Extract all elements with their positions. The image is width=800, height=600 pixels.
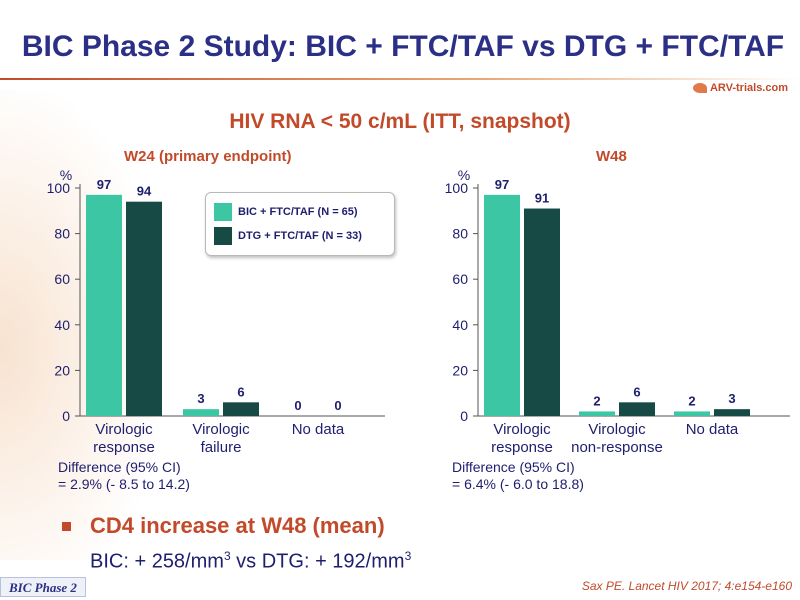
x-category-label: No data xyxy=(686,421,739,438)
bar-value-label: 97 xyxy=(495,177,509,192)
bar-value-label: 6 xyxy=(237,384,244,399)
logo-text: ARV-trials.com xyxy=(709,82,788,94)
bar xyxy=(126,201,162,416)
bar-value-label: 0 xyxy=(294,398,301,413)
legend-label-bic: BIC + FTC/TAF (N = 65) xyxy=(238,206,358,218)
legend-swatch-bic xyxy=(214,203,232,221)
slide-title: BIC Phase 2 Study: BIC + FTC/TAF vs DTG … xyxy=(21,30,785,63)
bullet-square-icon xyxy=(62,522,71,531)
bar xyxy=(524,208,560,416)
bar xyxy=(619,402,655,416)
legend-item-bic: BIC + FTC/TAF (N = 65) xyxy=(214,200,386,224)
title-divider xyxy=(0,78,800,80)
x-category-label: No data xyxy=(292,421,345,438)
bar xyxy=(674,411,710,416)
x-category-label: Virologic xyxy=(192,421,250,438)
x-category-label: failure xyxy=(201,439,242,456)
legend-label-dtg: DTG + FTC/TAF (N = 33) xyxy=(238,230,362,242)
legend-item-dtg: DTG + FTC/TAF (N = 33) xyxy=(214,224,386,248)
bar xyxy=(183,409,219,416)
bar-value-label: 2 xyxy=(688,393,695,408)
x-category-label: response xyxy=(491,439,553,456)
y-tick-label: 60 xyxy=(452,271,468,287)
w24-difference-label: Difference (95% CI) xyxy=(58,459,181,475)
bar-value-label: 3 xyxy=(197,391,204,406)
y-tick-label: 20 xyxy=(54,362,70,378)
w48-difference-label: Difference (95% CI) xyxy=(452,459,575,475)
bar-value-label: 2 xyxy=(593,393,600,408)
y-tick-label: 0 xyxy=(62,408,70,424)
y-tick-label: 0 xyxy=(460,408,468,424)
y-tick-label: 100 xyxy=(47,180,71,196)
y-axis-label: % xyxy=(60,167,72,183)
x-category-label: Virologic xyxy=(95,421,153,438)
cd4-heading: CD4 increase at W48 (mean) xyxy=(90,513,385,538)
y-tick-label: 20 xyxy=(452,362,468,378)
w48-panel-title: W48 xyxy=(596,148,627,165)
bar-value-label: 3 xyxy=(728,391,735,406)
bar xyxy=(223,402,259,416)
arv-trials-logo: ARV-trials.com xyxy=(692,82,788,94)
y-tick-label: 60 xyxy=(54,271,70,287)
bar xyxy=(86,194,122,416)
y-tick-label: 100 xyxy=(445,180,469,196)
y-tick-label: 40 xyxy=(452,317,468,333)
y-tick-label: 40 xyxy=(54,317,70,333)
y-tick-label: 80 xyxy=(452,226,468,242)
y-tick-label: 80 xyxy=(54,226,70,242)
x-category-label: non-response xyxy=(571,439,663,456)
bar-value-label: 97 xyxy=(97,177,111,192)
w48-difference-note: Difference (95% CI) = 6.4% (- 6.0 to 18.… xyxy=(452,459,584,493)
bar-value-label: 0 xyxy=(334,398,341,413)
w48-difference-value: = 6.4% (- 6.0 to 18.8) xyxy=(452,476,584,492)
chart-subtitle: HIV RNA < 50 c/mL (ITT, snapshot) xyxy=(229,110,571,133)
x-category-label: Virologic xyxy=(493,421,551,438)
x-category-label: Virologic xyxy=(588,421,646,438)
bar xyxy=(579,411,615,416)
bar-value-label: 6 xyxy=(633,384,640,399)
legend-swatch-dtg xyxy=(214,227,232,245)
chart-legend: BIC + FTC/TAF (N = 65) DTG + FTC/TAF (N … xyxy=(205,192,395,256)
logo-mark-icon xyxy=(692,83,707,93)
bar-value-label: 94 xyxy=(137,184,152,199)
cd4-detail: BIC: + 258/mm3 vs DTG: + 192/mm3 xyxy=(90,549,412,573)
bar xyxy=(484,194,520,416)
citation: Sax PE. Lancet HIV 2017; 4:e154-e160 xyxy=(581,579,792,593)
y-axis-label: % xyxy=(458,167,470,183)
footer-study-tag: BIC Phase 2 xyxy=(0,577,86,597)
w24-panel-title: W24 (primary endpoint) xyxy=(124,148,292,165)
w24-difference-value: = 2.9% (- 8.5 to 14.2) xyxy=(58,476,190,492)
x-category-label: response xyxy=(93,439,155,456)
w24-difference-note: Difference (95% CI) = 2.9% (- 8.5 to 14.… xyxy=(58,459,190,493)
bar-value-label: 91 xyxy=(535,191,549,206)
bar xyxy=(714,409,750,416)
